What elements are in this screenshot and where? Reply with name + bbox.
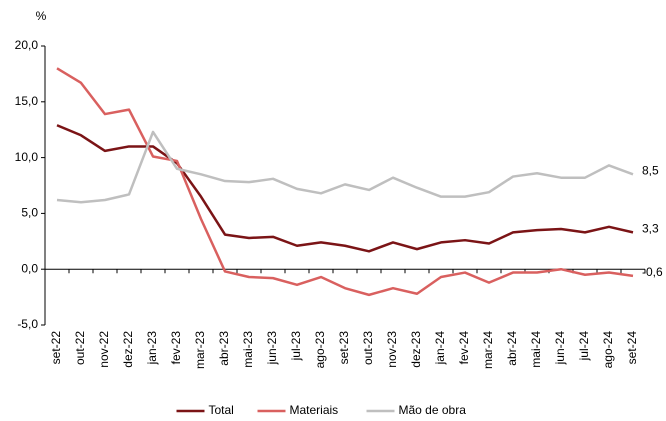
- x-tick-label: jun-23: [265, 331, 279, 366]
- x-tick-label: dez-22: [121, 331, 135, 368]
- x-tick-label: nov-22: [97, 331, 111, 368]
- x-tick-label: jul-23: [289, 331, 303, 362]
- legend-label: Mão de obra: [399, 403, 467, 417]
- x-tick-label: ago-24: [601, 331, 615, 369]
- x-tick-label: out-23: [361, 331, 375, 365]
- y-tick-label: 10,0: [15, 150, 39, 164]
- x-tick-label: nov-23: [385, 331, 399, 368]
- x-tick-label: abr-23: [217, 331, 231, 366]
- x-tick-label: jan-23: [145, 331, 159, 366]
- x-tick-label: jul-24: [577, 331, 591, 362]
- x-tick-label: dez-23: [409, 331, 423, 368]
- line-series: [56, 67, 634, 297]
- x-tick-label: fev-24: [457, 331, 471, 365]
- x-tick-label: out-22: [73, 331, 87, 365]
- y-tick-label: 20,0: [15, 38, 39, 52]
- x-tick-label: fev-23: [169, 331, 183, 365]
- x-tick-label: ago-23: [313, 331, 327, 369]
- x-tick-label: mai-24: [529, 331, 543, 368]
- legend-label: Total: [209, 403, 234, 417]
- value-label: -0,6: [642, 265, 663, 279]
- x-tick-label: jun-24: [553, 331, 567, 366]
- y-tick-label: 5,0: [21, 206, 38, 220]
- legend-label: Materiais: [290, 403, 339, 417]
- value-label: 3,3: [642, 222, 659, 236]
- y-tick-label: 0,0: [21, 261, 38, 275]
- x-tick-label: jan-24: [433, 331, 447, 366]
- y-tick-label: 15,0: [15, 94, 39, 108]
- y-tick-label: -5,0: [17, 317, 38, 331]
- x-tick-label: mai-23: [241, 331, 255, 368]
- line-series: [56, 130, 634, 204]
- x-tick-label: set-22: [49, 331, 63, 365]
- x-tick-label: mar-23: [193, 331, 207, 369]
- value-label: 8,5: [642, 164, 659, 178]
- line-series: [56, 124, 634, 253]
- x-tick-label: mar-24: [481, 331, 495, 369]
- x-tick-label: abr-24: [505, 331, 519, 366]
- y-axis-label: %: [36, 9, 47, 23]
- x-tick-label: set-23: [337, 331, 351, 365]
- x-tick-label: set-24: [625, 331, 639, 365]
